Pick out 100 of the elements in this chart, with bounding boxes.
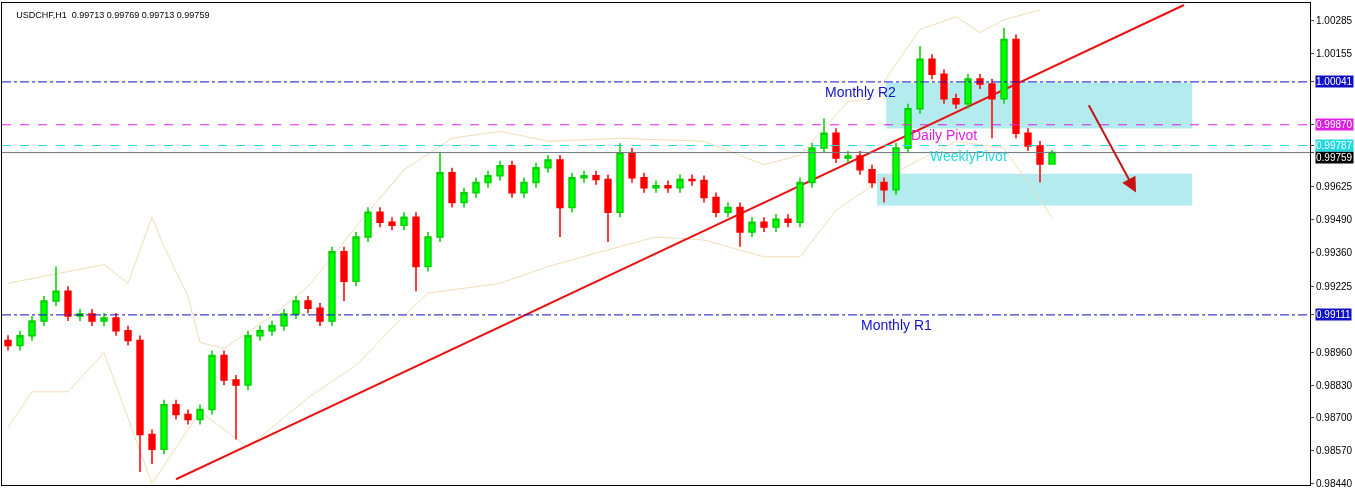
y-tick-label: 0.98440: [1316, 477, 1353, 489]
candlestick: [808, 142, 816, 189]
candlestick: [112, 312, 120, 337]
candlestick: [604, 173, 612, 243]
ref-line-label: WeeklyPivot: [930, 148, 1007, 164]
candlestick: [100, 312, 108, 327]
candlestick: [376, 206, 384, 228]
candlestick: [1012, 33, 1020, 140]
y-tick-label: 0.99870: [1316, 119, 1353, 130]
ref-line-label: Daily Pivot: [911, 127, 978, 143]
candlestick: [772, 213, 780, 233]
y-tick-label: 0.99490: [1316, 214, 1353, 226]
ref-line-label: Monthly R1: [861, 317, 933, 333]
candlestick: [472, 176, 480, 199]
candlestick: [796, 176, 804, 228]
candlestick: [712, 191, 720, 218]
candlestick: [340, 246, 348, 302]
candlestick: [928, 53, 936, 80]
candlestick: [580, 170, 588, 184]
candlestick: [952, 92, 960, 110]
candlestick: [616, 142, 624, 218]
candlestick: [184, 408, 192, 426]
candlestick: [904, 102, 912, 154]
candlestick: [316, 302, 324, 327]
y-tick-label: 0.99225: [1316, 280, 1353, 292]
y-tick-label: 0.98570: [1316, 444, 1353, 456]
candlestick: [364, 206, 372, 243]
candlestick: [508, 160, 516, 199]
candlestick: [664, 179, 672, 194]
candlestick: [784, 213, 792, 228]
candlestick: [700, 174, 708, 204]
candlestick: [256, 324, 264, 342]
candlestick: [400, 211, 408, 231]
candlestick: [832, 127, 840, 164]
y-tick-label: 0.98960: [1316, 347, 1353, 359]
y-tick-label: 1.00285: [1316, 15, 1353, 27]
candlestick: [64, 285, 72, 322]
candlestick: [136, 334, 144, 473]
candlestick: [532, 162, 540, 189]
candlestick: [1024, 127, 1032, 152]
candlestick: [988, 78, 996, 140]
candlestick: [748, 216, 756, 238]
candlestick: [868, 164, 876, 189]
candlestick: [328, 246, 336, 327]
candlestick: [736, 201, 744, 248]
candlestick: [148, 428, 156, 465]
candlestick: [1048, 149, 1056, 165]
candlestick: [16, 329, 24, 352]
candlestick: [28, 315, 36, 342]
y-tick-label: 0.99360: [1316, 247, 1353, 259]
ref-line-label: Monthly R2: [825, 84, 897, 100]
candlestick: [40, 295, 48, 327]
candlestick: [892, 142, 900, 196]
candlestick: [232, 374, 240, 441]
candlestick: [916, 45, 924, 115]
candlestick: [592, 170, 600, 186]
candlestick: [556, 154, 564, 238]
y-tick-label: 1.00155: [1316, 47, 1353, 59]
text: USDCHF,H1 0.99713 0.99769 0.99713 0.99759: [16, 10, 210, 21]
candlestick: [4, 334, 12, 352]
y-tick-label: 0.99625: [1316, 180, 1353, 192]
y-tick-label: 0.99787: [1316, 140, 1353, 151]
line-series: [7, 9, 1041, 349]
candlestick: [160, 399, 168, 455]
candlestick: [844, 150, 852, 164]
y-tick-label: 1.00041: [1316, 76, 1353, 87]
candlestick: [448, 167, 456, 209]
candlestick: [268, 319, 276, 337]
candlestick: [424, 231, 432, 273]
candlestick: [208, 349, 216, 416]
candlestick: [352, 231, 360, 288]
candlestick: [820, 117, 828, 154]
candlestick: [688, 173, 696, 187]
candlestick: [964, 73, 972, 110]
candlestick: [940, 68, 948, 105]
candlestick: [460, 186, 468, 209]
candlestick: [760, 216, 768, 233]
candlestick: [88, 308, 96, 327]
candlestick: [292, 295, 300, 320]
candlestick: [568, 172, 576, 214]
candlestick: [640, 172, 648, 194]
candlestick: [412, 211, 420, 293]
candlestick: [628, 147, 636, 184]
candlestick: [856, 150, 864, 176]
candlestick: [1000, 27, 1008, 105]
candlestick: [124, 324, 132, 347]
candlestick: [652, 179, 660, 194]
candlestick: [388, 216, 396, 231]
candlestick: [52, 265, 60, 307]
candlestick: [436, 152, 444, 243]
candlestick: [880, 176, 888, 204]
candlestick: [484, 170, 492, 189]
y-tick-label: 0.98700: [1316, 412, 1353, 424]
y-tick-label: 0.98830: [1316, 379, 1353, 391]
candlestick: [544, 154, 552, 174]
y-tick-label: 0.99759: [1316, 152, 1353, 163]
candlestick: [676, 173, 684, 194]
candlestick: [304, 295, 312, 314]
candlestick: [220, 349, 228, 386]
candlestick: [244, 329, 252, 391]
